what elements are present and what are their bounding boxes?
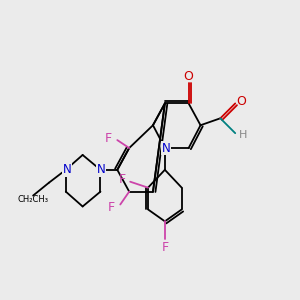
- Text: N: N: [97, 163, 106, 176]
- Text: F: F: [108, 201, 115, 214]
- Text: F: F: [161, 241, 168, 254]
- Text: F: F: [105, 132, 112, 145]
- Text: CH₂CH₃: CH₂CH₃: [18, 195, 49, 204]
- Text: F: F: [119, 173, 126, 186]
- Text: O: O: [236, 95, 246, 108]
- Text: N: N: [62, 163, 71, 176]
- Text: N: N: [161, 142, 170, 154]
- Text: O: O: [184, 70, 194, 83]
- Text: H: H: [239, 130, 247, 140]
